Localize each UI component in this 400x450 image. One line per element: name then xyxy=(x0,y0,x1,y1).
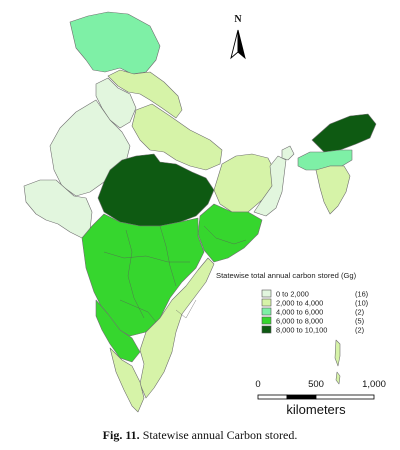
caption-label: Fig. 11. xyxy=(102,428,140,442)
scale-segment xyxy=(286,394,317,400)
legend-title: Statewise total annual carbon stored (Gg… xyxy=(216,271,357,280)
legend-range-label: 2,000 to 4,000 xyxy=(276,299,323,308)
legend-range-label: 6,000 to 8,000 xyxy=(276,317,323,326)
caption-text: Statewise annual Carbon stored. xyxy=(142,428,298,442)
scale-unit-label: kilometers xyxy=(286,402,346,417)
state-region-uttar-pradesh xyxy=(131,103,223,171)
legend-swatch xyxy=(261,289,272,298)
legend-range-label: 8,000 to 10,100 xyxy=(276,326,327,335)
scale-segment xyxy=(315,394,375,400)
north-arrow-icon xyxy=(230,29,239,60)
state-region-punjab-haryana xyxy=(95,77,137,129)
legend: Statewise total annual carbon stored (Gg… xyxy=(216,271,368,335)
state-region-andaman-islands xyxy=(334,339,341,367)
scale-tick-label: 0 xyxy=(255,379,260,390)
legend-swatch xyxy=(261,316,272,325)
scale-tick-label: 1,000 xyxy=(362,379,386,390)
legend-count-label: (5) xyxy=(355,317,364,326)
figure-caption: Fig. 11. Statewise annual Carbon stored. xyxy=(0,428,400,443)
legend-range-label: 0 to 2,000 xyxy=(276,290,309,299)
north-label: N xyxy=(234,14,242,25)
state-region-assam xyxy=(297,149,353,171)
map-of-india: N Statewise total annual carbon stored (… xyxy=(23,11,386,417)
legend-count-label: (10) xyxy=(355,299,368,308)
state-region-orissa xyxy=(197,203,263,263)
state-region-northeast-small xyxy=(315,165,351,215)
state-region-kerala xyxy=(109,347,145,413)
legend-range-label: 4,000 to 6,000 xyxy=(276,308,323,317)
north-arrow: N xyxy=(230,14,246,60)
state-region-nicobar-islands xyxy=(335,371,341,385)
scale-tick-label: 500 xyxy=(308,379,324,390)
legend-count-label: (2) xyxy=(355,308,364,317)
state-region-karnataka-west xyxy=(95,299,141,363)
state-region-north-kashmir xyxy=(69,11,161,75)
state-region-sikkim xyxy=(281,145,295,161)
state-region-arunachal xyxy=(311,113,377,153)
legend-swatch xyxy=(261,298,272,307)
state-region-himachal-uttarakhand xyxy=(107,69,183,119)
legend-swatch xyxy=(261,325,272,334)
scale-segment xyxy=(257,394,288,400)
legend-count-label: (2) xyxy=(355,326,364,335)
scale-bar: 0 500 1,000 kilometers xyxy=(255,379,386,417)
legend-swatch xyxy=(261,307,272,316)
legend-count-label: (16) xyxy=(355,290,368,299)
internal-boundaries xyxy=(103,225,247,323)
